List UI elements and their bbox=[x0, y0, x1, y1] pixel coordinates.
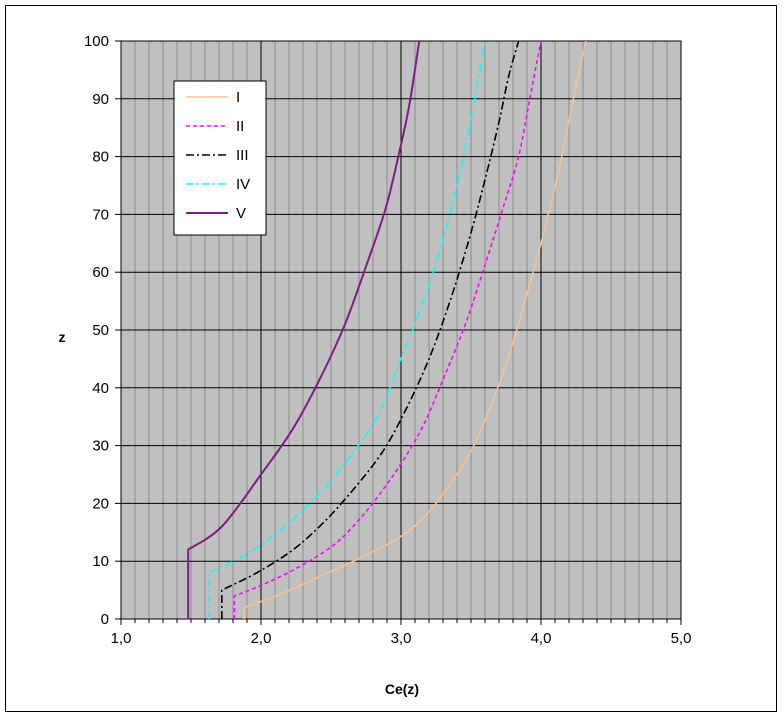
x-axis-label: Ce(z) bbox=[385, 681, 419, 697]
series-lines bbox=[187, 40, 587, 619]
y-tick-label: 90 bbox=[92, 91, 109, 108]
series-line-ii bbox=[233, 40, 542, 619]
y-tick-label: 30 bbox=[92, 438, 109, 455]
legend-label-iii: III bbox=[236, 147, 249, 164]
legend-label-ii: II bbox=[236, 118, 244, 135]
y-axis-label: z bbox=[59, 329, 66, 345]
legend-box bbox=[173, 80, 267, 236]
y-tick-label: 40 bbox=[92, 380, 109, 397]
series-line-iii bbox=[221, 40, 520, 619]
series-line-iv bbox=[208, 40, 486, 619]
x-tick-label: 2,0 bbox=[251, 630, 272, 647]
y-tick-label: 80 bbox=[92, 149, 109, 166]
y-tick-label: 60 bbox=[92, 264, 109, 281]
axes: 1,0 2,0 3,0 4,0 5,0 0 10 20 30 40 50 60 70 80 90 100 bbox=[84, 33, 691, 647]
y-tick-label: 100 bbox=[84, 33, 109, 50]
legend-label-v: V bbox=[236, 205, 246, 222]
y-tick-label: 0 bbox=[101, 611, 109, 628]
legend-label-i: I bbox=[236, 89, 240, 106]
x-tick-label: 3,0 bbox=[391, 630, 412, 647]
y-tick-label: 70 bbox=[92, 206, 109, 223]
y-tick-label: 10 bbox=[92, 553, 109, 570]
x-tick-label: 1,0 bbox=[111, 630, 132, 647]
x-tick-label: 5,0 bbox=[671, 630, 692, 647]
series-line-v bbox=[187, 40, 421, 619]
y-tick-label: 50 bbox=[92, 322, 109, 339]
legend-label-iv: IV bbox=[236, 176, 250, 193]
y-tick-label: 20 bbox=[92, 495, 109, 512]
x-tick-label: 4,0 bbox=[531, 630, 552, 647]
series-line-i bbox=[243, 40, 587, 619]
